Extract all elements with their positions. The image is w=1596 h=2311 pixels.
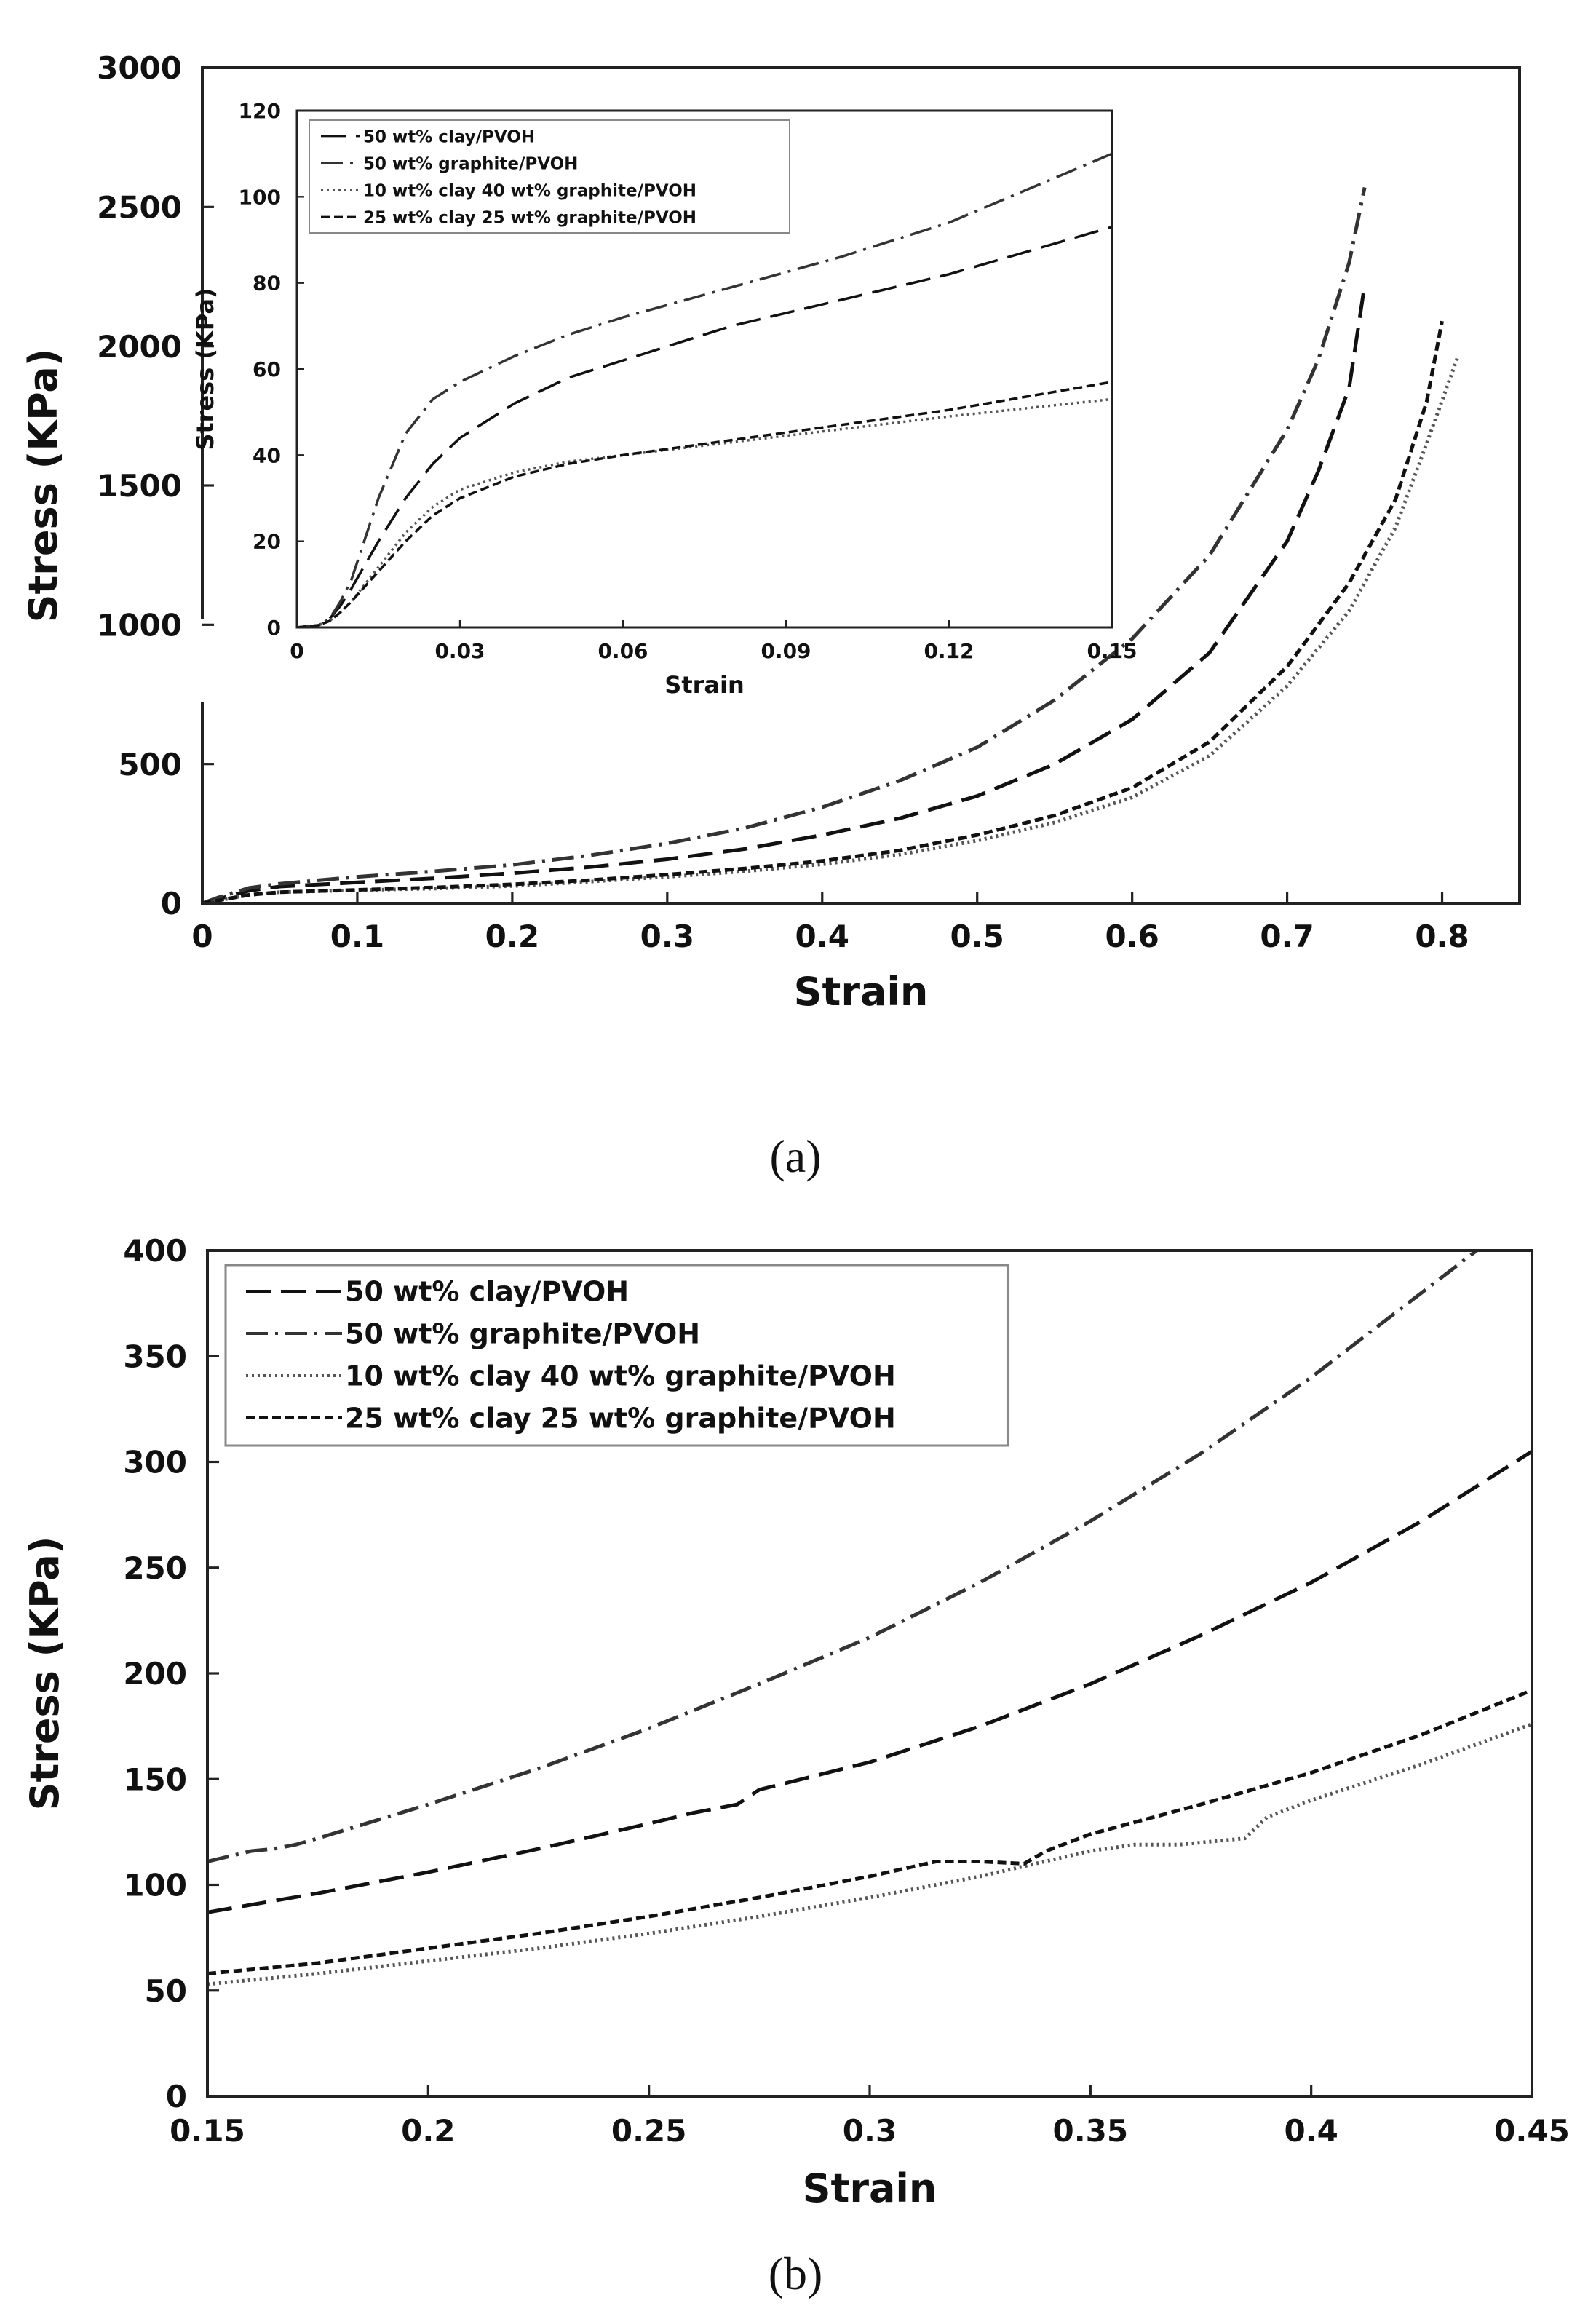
- b-y-tick-label: 50: [145, 1973, 187, 2009]
- a_inset-x-tick-label: 0.15: [1087, 639, 1137, 663]
- b-series-group: [207, 1250, 1532, 1986]
- a_inset-x-tick-label: 0.06: [597, 639, 648, 663]
- b-y-tick-label: 150: [123, 1761, 187, 1797]
- b-y-axis-label: Stress (KPa): [22, 1537, 68, 1811]
- a_main-x-tick-label: 0.1: [330, 919, 384, 954]
- a_main-series-line-3: [202, 320, 1444, 903]
- a_main-x-tick-label: 0.3: [640, 919, 694, 954]
- b-series-line-1: [207, 1250, 1480, 1863]
- a_main-y-tick-label: 500: [118, 747, 182, 782]
- a_inset-y-tick-label: 0: [267, 616, 281, 640]
- a_main-x-tick-label: 0.6: [1105, 919, 1159, 954]
- b-x-axis-label: Strain: [803, 2165, 937, 2211]
- b-series-line-3: [207, 1688, 1532, 1975]
- a_main-series-group: [202, 186, 1460, 903]
- a_inset-y-tick-label: 100: [239, 185, 281, 209]
- b-y-tick-label: 200: [123, 1656, 187, 1692]
- a_main-x-tick-label: 0.5: [950, 919, 1004, 954]
- b-y-tick-label: 0: [166, 2079, 187, 2114]
- a_inset-x-tick-label: 0.09: [761, 639, 811, 663]
- b-y-tick-label: 300: [123, 1445, 187, 1480]
- a_main-y-axis-label: Stress (KPa): [20, 349, 66, 623]
- a_inset-legend-label-0: 50 wt% clay/PVOH: [363, 127, 535, 146]
- a_inset-x-tick-label: 0.03: [434, 639, 485, 663]
- a_inset-y-tick-label: 60: [253, 357, 281, 381]
- b-legend-label-3: 25 wt% clay 25 wt% graphite/PVOH: [345, 1403, 896, 1435]
- b-x-tick-label: 0.25: [611, 2113, 687, 2149]
- a_main-x-tick-label: 0.4: [795, 919, 849, 954]
- a_inset-series-line-3: [297, 381, 1112, 627]
- a_main-y-tick-label: 3000: [97, 50, 182, 86]
- a_inset-legend-label-2: 10 wt% clay 40 wt% graphite/PVOH: [363, 181, 696, 200]
- a_inset-legend-label-1: 50 wt% graphite/PVOH: [363, 154, 578, 173]
- a_inset-y-tick-label: 20: [253, 530, 281, 554]
- a_main-x-tick-label: 0.2: [485, 919, 539, 954]
- a_inset-y-tick-label: 80: [253, 271, 281, 296]
- b-y-tick-label: 400: [123, 1233, 187, 1269]
- a_main-x-axis-label: Strain: [794, 969, 929, 1015]
- b-x-tick-label: 0.3: [843, 2113, 897, 2149]
- a_inset-legend-box: [309, 119, 790, 234]
- a_main-series-line-1: [202, 186, 1367, 903]
- a_main-x-tick-label: 0.8: [1415, 919, 1469, 954]
- b-x-tick-label: 0.2: [401, 2113, 455, 2149]
- b-legend-label-2: 10 wt% clay 40 wt% graphite/PVOH: [345, 1360, 896, 1392]
- a_main-x-tick-label: 0.7: [1260, 919, 1314, 954]
- a_main-x-tick-label: 0: [191, 919, 213, 954]
- a_main-y-tick-label: 2500: [97, 189, 182, 225]
- panel-a-label: (a): [769, 1130, 821, 1182]
- b-legend-box: [224, 1264, 1009, 1447]
- a_inset-series-line-1: [297, 152, 1112, 627]
- a_main-y-tick-label: 1000: [97, 607, 182, 643]
- a_inset-series-line-2: [297, 397, 1112, 627]
- b-legend-label-0: 50 wt% clay/PVOH: [345, 1276, 629, 1308]
- a_main-y-tick-label: 2000: [97, 329, 182, 365]
- b-x-tick-label: 0.4: [1284, 2113, 1338, 2149]
- b-y-tick-label: 350: [123, 1339, 187, 1374]
- panel-b: 0.15 0.2 0.25 0.3 0.35 0.4 0.45 0 50 100 150 200 250…: [22, 1233, 1570, 2211]
- b-legend-label-1: 50 wt% graphite/PVOH: [345, 1318, 700, 1350]
- panel-a: 0 0.1 0.2 0.3 0.4 0.5 0.6 0.7 0.8050010001500200…: [20, 50, 1521, 1015]
- a_main-axis-break: [195, 619, 210, 702]
- b-series-line-2: [207, 1722, 1532, 1986]
- b-x-tick-label: 0.15: [170, 2113, 245, 2149]
- a_inset-x-tick-label: 0: [290, 639, 303, 663]
- a_inset-legend-label-3: 25 wt% clay 25 wt% graphite/PVOH: [363, 208, 696, 227]
- b-y-tick-label: 250: [123, 1550, 187, 1586]
- a_inset-series-group: [297, 152, 1112, 627]
- panel-a-inset: 0 0.03 0.06 0.09 0.12 0.15 0 20 40 60 80 100 120 Stra…: [191, 99, 1138, 699]
- b-x-tick-label: 0.35: [1053, 2113, 1129, 2149]
- panel-b-label: (b): [769, 2248, 823, 2299]
- a_main-series-line-0: [202, 285, 1367, 903]
- a_inset-y-axis-label: Stress (KPa): [191, 288, 219, 450]
- a_inset-y-tick-label: 120: [239, 99, 281, 123]
- a_inset-y-tick-label: 40: [253, 443, 281, 467]
- b-series-line-0: [207, 1449, 1532, 1914]
- b-x-tick-label: 0.45: [1494, 2113, 1570, 2149]
- a_inset-x-tick-label: 0.12: [924, 639, 974, 663]
- a_main-y-tick-label: 0: [161, 886, 182, 921]
- a_inset-x-axis-label: Strain: [664, 671, 744, 699]
- b-y-tick-label: 100: [123, 1868, 187, 1903]
- a_main-y-tick-label: 1500: [97, 468, 182, 504]
